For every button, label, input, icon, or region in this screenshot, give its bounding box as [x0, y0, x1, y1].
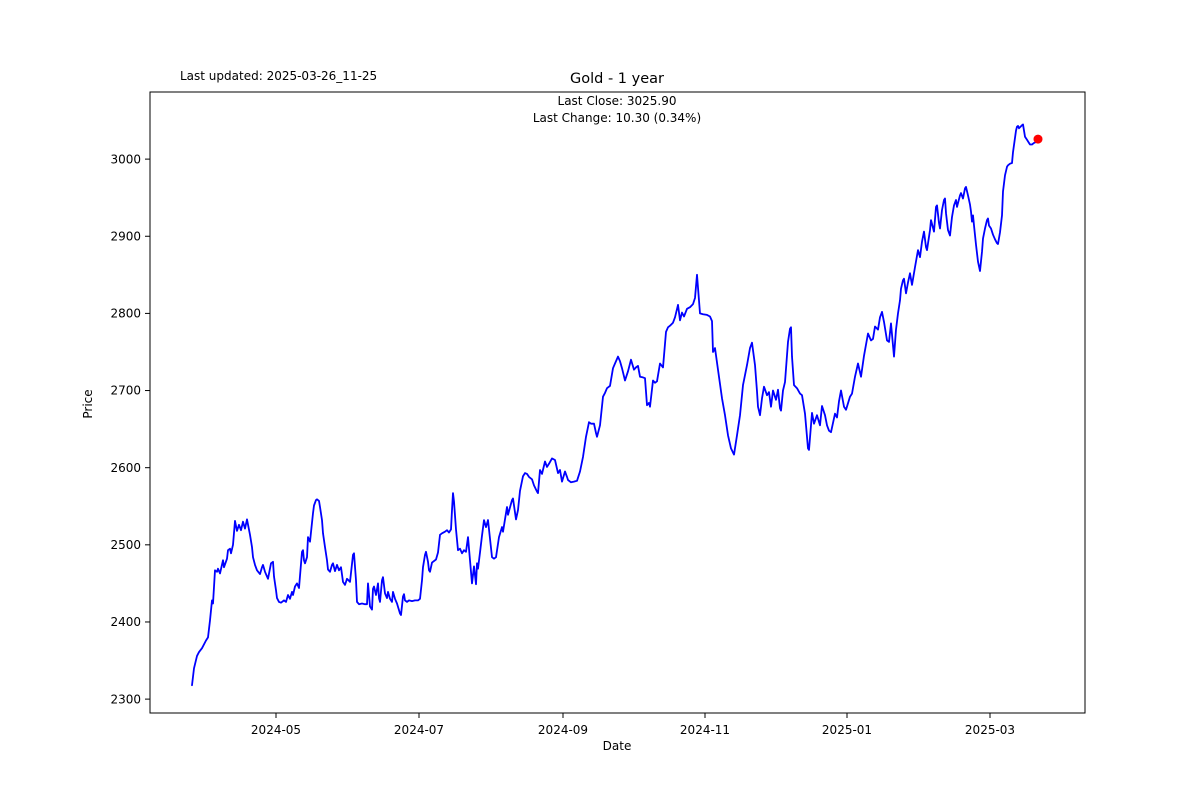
plot-border — [149, 91, 1086, 714]
last-price-annotation: Last Close: 3025.90 Last Change: 10.30 (… — [533, 93, 701, 126]
price-line — [191, 123, 1039, 687]
y-tick-label: 2600 — [110, 461, 141, 475]
last-price-marker — [1033, 134, 1043, 144]
last-change-annotation: Last Change: 10.30 (0.34%) — [532, 110, 702, 125]
y-tick-label: 2900 — [110, 229, 141, 243]
y-tick-label: 2800 — [110, 307, 141, 321]
x-tick-label: 2024-11 — [680, 723, 730, 737]
y-tick-label: 2700 — [110, 384, 141, 398]
chart-title: Gold - 1 year — [570, 71, 664, 87]
x-tick-label: 2024-07 — [394, 723, 444, 737]
y-tick-label: 2500 — [110, 538, 141, 552]
last-updated-text: Last updated: 2025-03-26_11-25 — [180, 69, 378, 83]
x-tick-label: 2024-05 — [251, 723, 301, 737]
x-tick-label: 2025-03 — [965, 723, 1015, 737]
last-close-annotation: Last Close: 3025.90 — [557, 94, 677, 108]
y-tick-label: 3000 — [110, 152, 141, 166]
y-axis-label: Price — [81, 389, 95, 419]
y-tick-label: 2300 — [110, 692, 141, 706]
x-axis-label: Date — [602, 739, 632, 753]
x-tick-label: 2025-01 — [822, 723, 872, 737]
x-tick-label: 2024-09 — [538, 723, 588, 737]
y-tick-label: 2400 — [110, 615, 141, 629]
